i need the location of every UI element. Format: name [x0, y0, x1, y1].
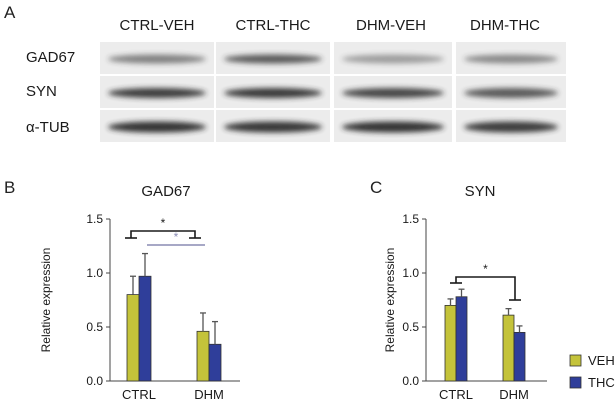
y-tick-label: 1.5	[402, 212, 419, 226]
blot-band	[108, 54, 206, 64]
y-tick-label: 1.0	[402, 266, 419, 280]
legend-swatch-thc	[569, 376, 582, 389]
legend-swatch-veh	[569, 354, 582, 367]
y-tick-label: 1.5	[86, 212, 103, 226]
bar-veh-dhm	[196, 330, 210, 382]
x-tick-label: CTRL	[439, 387, 473, 402]
blot-band	[224, 121, 322, 133]
row-label-gad67: GAD67	[26, 49, 75, 66]
panel-a: A CTRL-VEH CTRL-THC DHM-VEH DHM-THC GAD6…	[4, 3, 566, 142]
chart-title: SYN	[465, 183, 496, 200]
legend-label-thc: THC	[588, 375, 615, 390]
blot-band	[464, 54, 558, 64]
lane-label-ctrl-thc: CTRL-THC	[236, 17, 311, 34]
blot-band	[464, 121, 558, 133]
blot-band	[108, 88, 206, 98]
blot-band	[342, 88, 444, 98]
blot-image	[100, 42, 566, 142]
blot-band	[108, 121, 206, 133]
bar-veh-ctrl	[444, 304, 457, 382]
row-label-syn: SYN	[26, 83, 57, 100]
blot-band	[224, 54, 322, 64]
legend: VEH THC	[569, 353, 615, 390]
panel-b: B GAD67 Relative expression 0.0 0.5 1.0 1.5 CT…	[4, 178, 240, 402]
panel-b-letter: B	[4, 178, 15, 197]
blot-band	[342, 54, 444, 64]
panel-c-letter: C	[370, 178, 382, 197]
blot-band	[342, 121, 444, 133]
y-tick-label: 0.0	[402, 374, 419, 388]
y-tick-label: 0.5	[402, 320, 419, 334]
significance-marker: *	[161, 216, 166, 230]
significance-bracket	[130, 230, 196, 238]
bar-thc-ctrl	[455, 296, 468, 382]
lane-label-dhm-thc: DHM-THC	[470, 17, 540, 34]
panel-a-letter: A	[4, 3, 16, 22]
legend-label-veh: VEH	[588, 353, 615, 368]
significance-bracket	[455, 276, 516, 300]
blot-band	[464, 88, 558, 98]
x-tick-label: DHM	[194, 387, 224, 402]
x-tick-label: CTRL	[122, 387, 156, 402]
chart-title: GAD67	[141, 183, 190, 200]
bar-thc-ctrl	[138, 275, 152, 382]
row-label-tubulin: α-TUB	[26, 119, 70, 136]
bar-veh-dhm	[502, 314, 515, 382]
lane-label-dhm-veh: DHM-VEH	[356, 17, 426, 34]
y-axis-title: Relative expression	[39, 248, 53, 353]
gad67-chart: GAD67 Relative expression 0.0 0.5 1.0 1.5 CTRL…	[39, 183, 240, 402]
lane-label-ctrl-veh: CTRL-VEH	[119, 17, 194, 34]
y-tick-label: 0.5	[86, 320, 103, 334]
significance-marker: *	[174, 230, 179, 244]
y-tick-label: 0.0	[86, 374, 103, 388]
y-tick-label: 1.0	[86, 266, 103, 280]
bar-thc-dhm	[513, 331, 526, 382]
syn-chart: SYN Relative expression 0.0 0.5 1.0 1.5 CTRL DH…	[383, 183, 547, 402]
bar-veh-ctrl	[126, 294, 140, 382]
blot-band	[224, 88, 322, 98]
y-axis-title: Relative expression	[383, 248, 397, 353]
panel-c: C SYN Relative expression 0.0 0.5 1.0 1.5 CTRL…	[370, 178, 547, 402]
bar-thc-dhm	[208, 343, 222, 382]
significance-marker: *	[483, 262, 488, 276]
x-tick-label: DHM	[499, 387, 529, 402]
